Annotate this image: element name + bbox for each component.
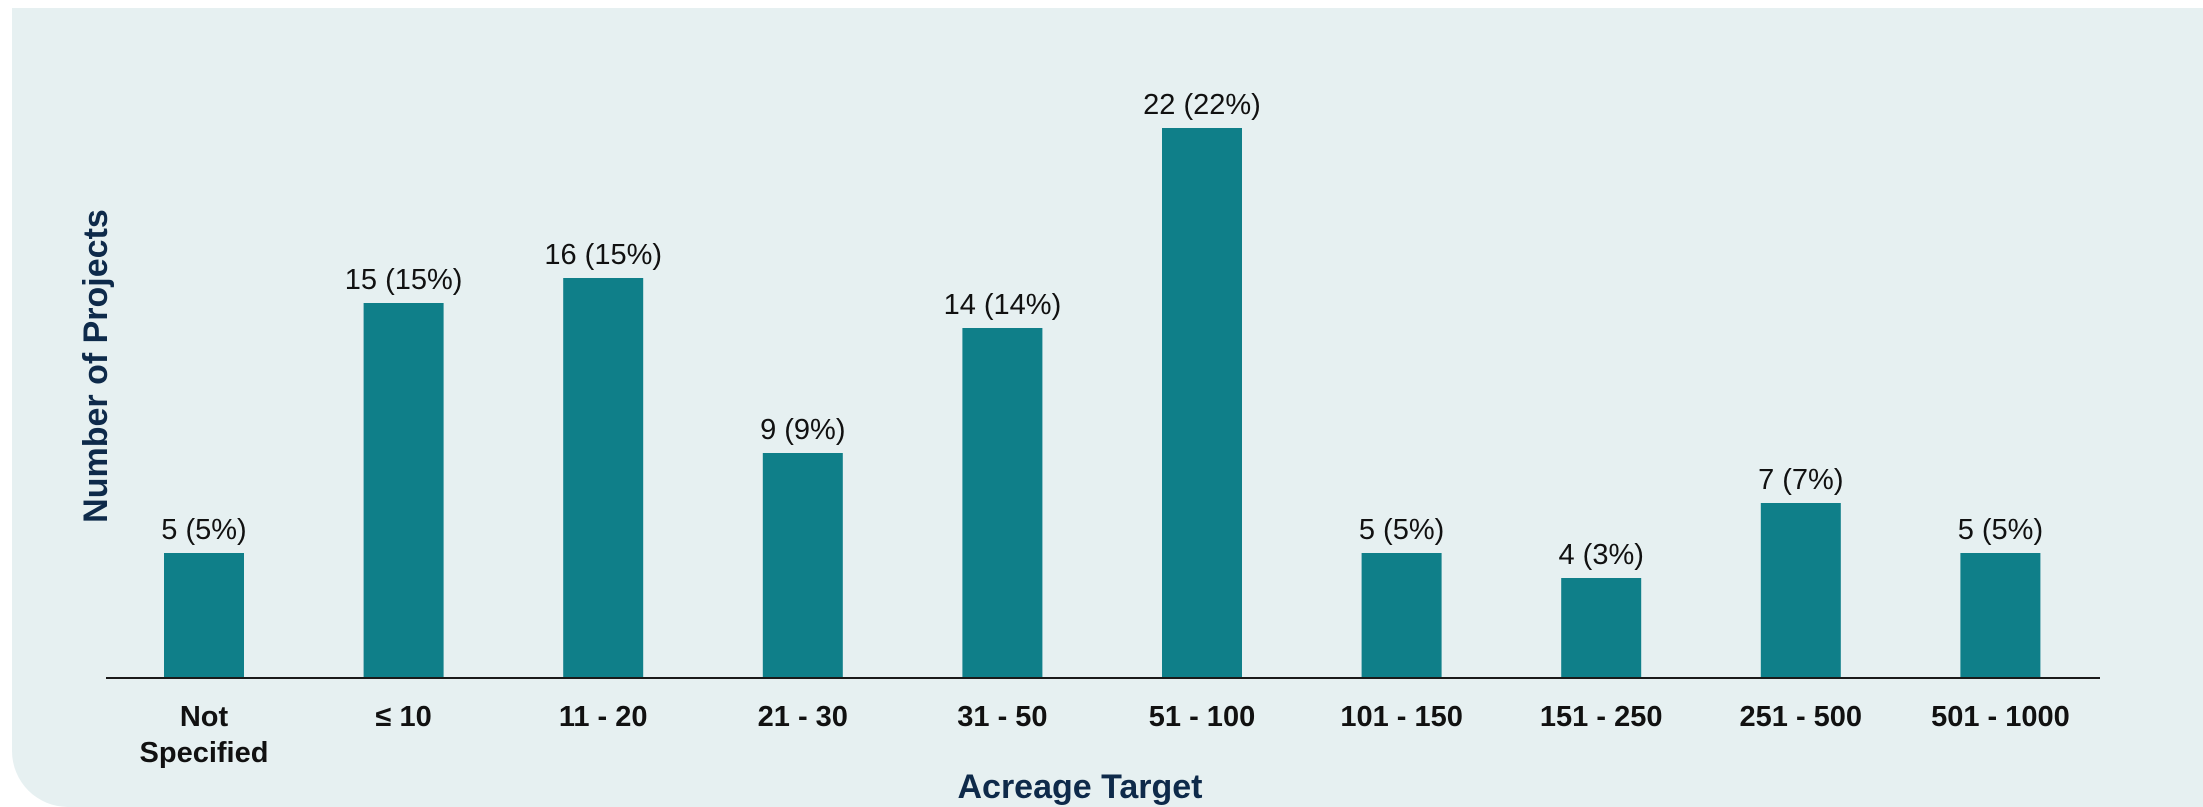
- x-tick-labels: Not Specified ≤ 10 11 - 20 21 - 30 31 - 50 51 …: [140, 701, 2070, 769]
- bar: [1561, 578, 1642, 678]
- x-tick-label: 101 - 150: [1340, 701, 1463, 733]
- bar: [164, 553, 244, 678]
- data-labels: 5 (5%) 15 (15%) 16 (15%) 9 (9%) 14 (14%) 22 (…: [161, 89, 2043, 571]
- data-label: 14 (14%): [944, 289, 1062, 321]
- x-axis-title: Acreage Target: [957, 768, 1202, 806]
- data-label: 16 (15%): [544, 239, 662, 271]
- bar: [563, 278, 644, 678]
- data-label: 22 (22%): [1143, 89, 1261, 121]
- y-axis-title: Number of Projects: [77, 209, 115, 523]
- data-label: 5 (5%): [1958, 514, 2043, 546]
- data-label: 9 (9%): [760, 414, 845, 446]
- x-tick-label: 51 - 100: [1149, 701, 1255, 733]
- data-label: 15 (15%): [345, 264, 463, 296]
- bar: [1162, 128, 1242, 678]
- bars: [164, 128, 2041, 678]
- data-label: 5 (5%): [161, 514, 246, 546]
- x-tick-label: Not Specified: [140, 701, 269, 769]
- x-tick-label: 501 - 1000: [1931, 701, 2070, 733]
- x-tick-label: 31 - 50: [957, 701, 1047, 733]
- bar: [1361, 553, 1442, 678]
- x-tick-label: 11 - 20: [559, 701, 648, 733]
- bar: [762, 453, 843, 678]
- x-tick-label: ≤ 10: [375, 701, 431, 733]
- data-label: 5 (5%): [1359, 514, 1444, 546]
- bar: [363, 303, 444, 678]
- data-label: 4 (3%): [1558, 539, 1643, 571]
- bar: [1760, 503, 1841, 678]
- bar: [962, 328, 1043, 678]
- x-tick-label: 151 - 250: [1540, 701, 1663, 733]
- x-tick-label: 251 - 500: [1740, 701, 1863, 733]
- x-tick-label: 21 - 30: [758, 701, 848, 733]
- data-label: 7 (7%): [1758, 464, 1843, 496]
- bar: [1960, 553, 2041, 678]
